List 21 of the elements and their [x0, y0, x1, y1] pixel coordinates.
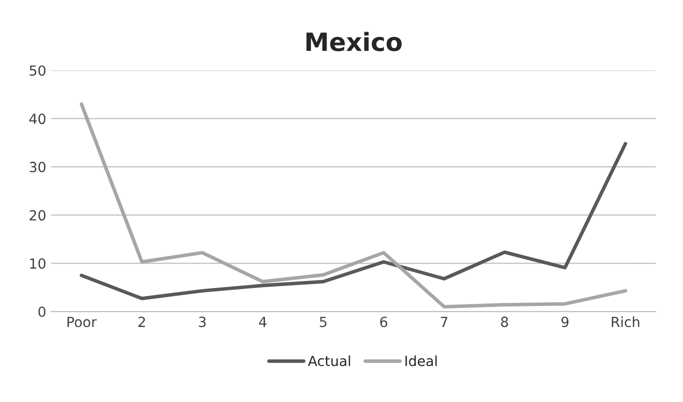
x-tick-label: Poor [68, 316, 97, 328]
chart-title: Mexico [306, 32, 402, 52]
x-tick-label: Rich [612, 316, 640, 328]
x-tick-label: 9 [561, 316, 568, 328]
x-tick-label: 5 [320, 316, 326, 328]
y-tick-label: 50 [30, 65, 46, 76]
y-tick-label: 30 [30, 162, 46, 172]
x-tick-label: 2 [138, 316, 145, 327]
x-tick-label: 6 [380, 316, 388, 328]
y-tick-label: 0 [38, 306, 46, 318]
legend-label: Ideal [405, 355, 437, 366]
line-series [80, 142, 628, 300]
x-tick-label: 4 [259, 316, 266, 327]
x-tick-label: 8 [501, 316, 508, 328]
line-series [80, 102, 628, 308]
y-tick-label: 20 [30, 210, 46, 221]
y-tick-label: 40 [29, 114, 46, 124]
y-tick-label: 10 [30, 258, 46, 269]
legend-label: Actual [308, 355, 350, 366]
x-tick-label: 3 [198, 316, 206, 328]
x-tick-label: 7 [440, 316, 448, 327]
